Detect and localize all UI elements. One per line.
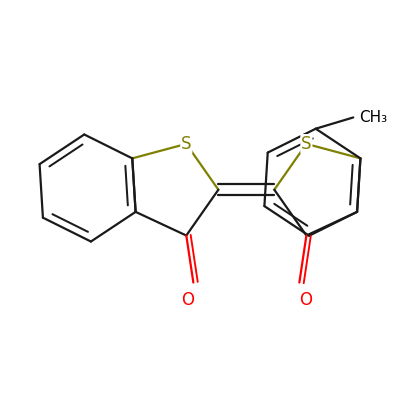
- Text: S: S: [301, 135, 312, 153]
- Text: O: O: [181, 291, 194, 309]
- Text: O: O: [299, 291, 312, 309]
- Text: S: S: [181, 135, 192, 153]
- Text: CH₃: CH₃: [359, 110, 387, 125]
